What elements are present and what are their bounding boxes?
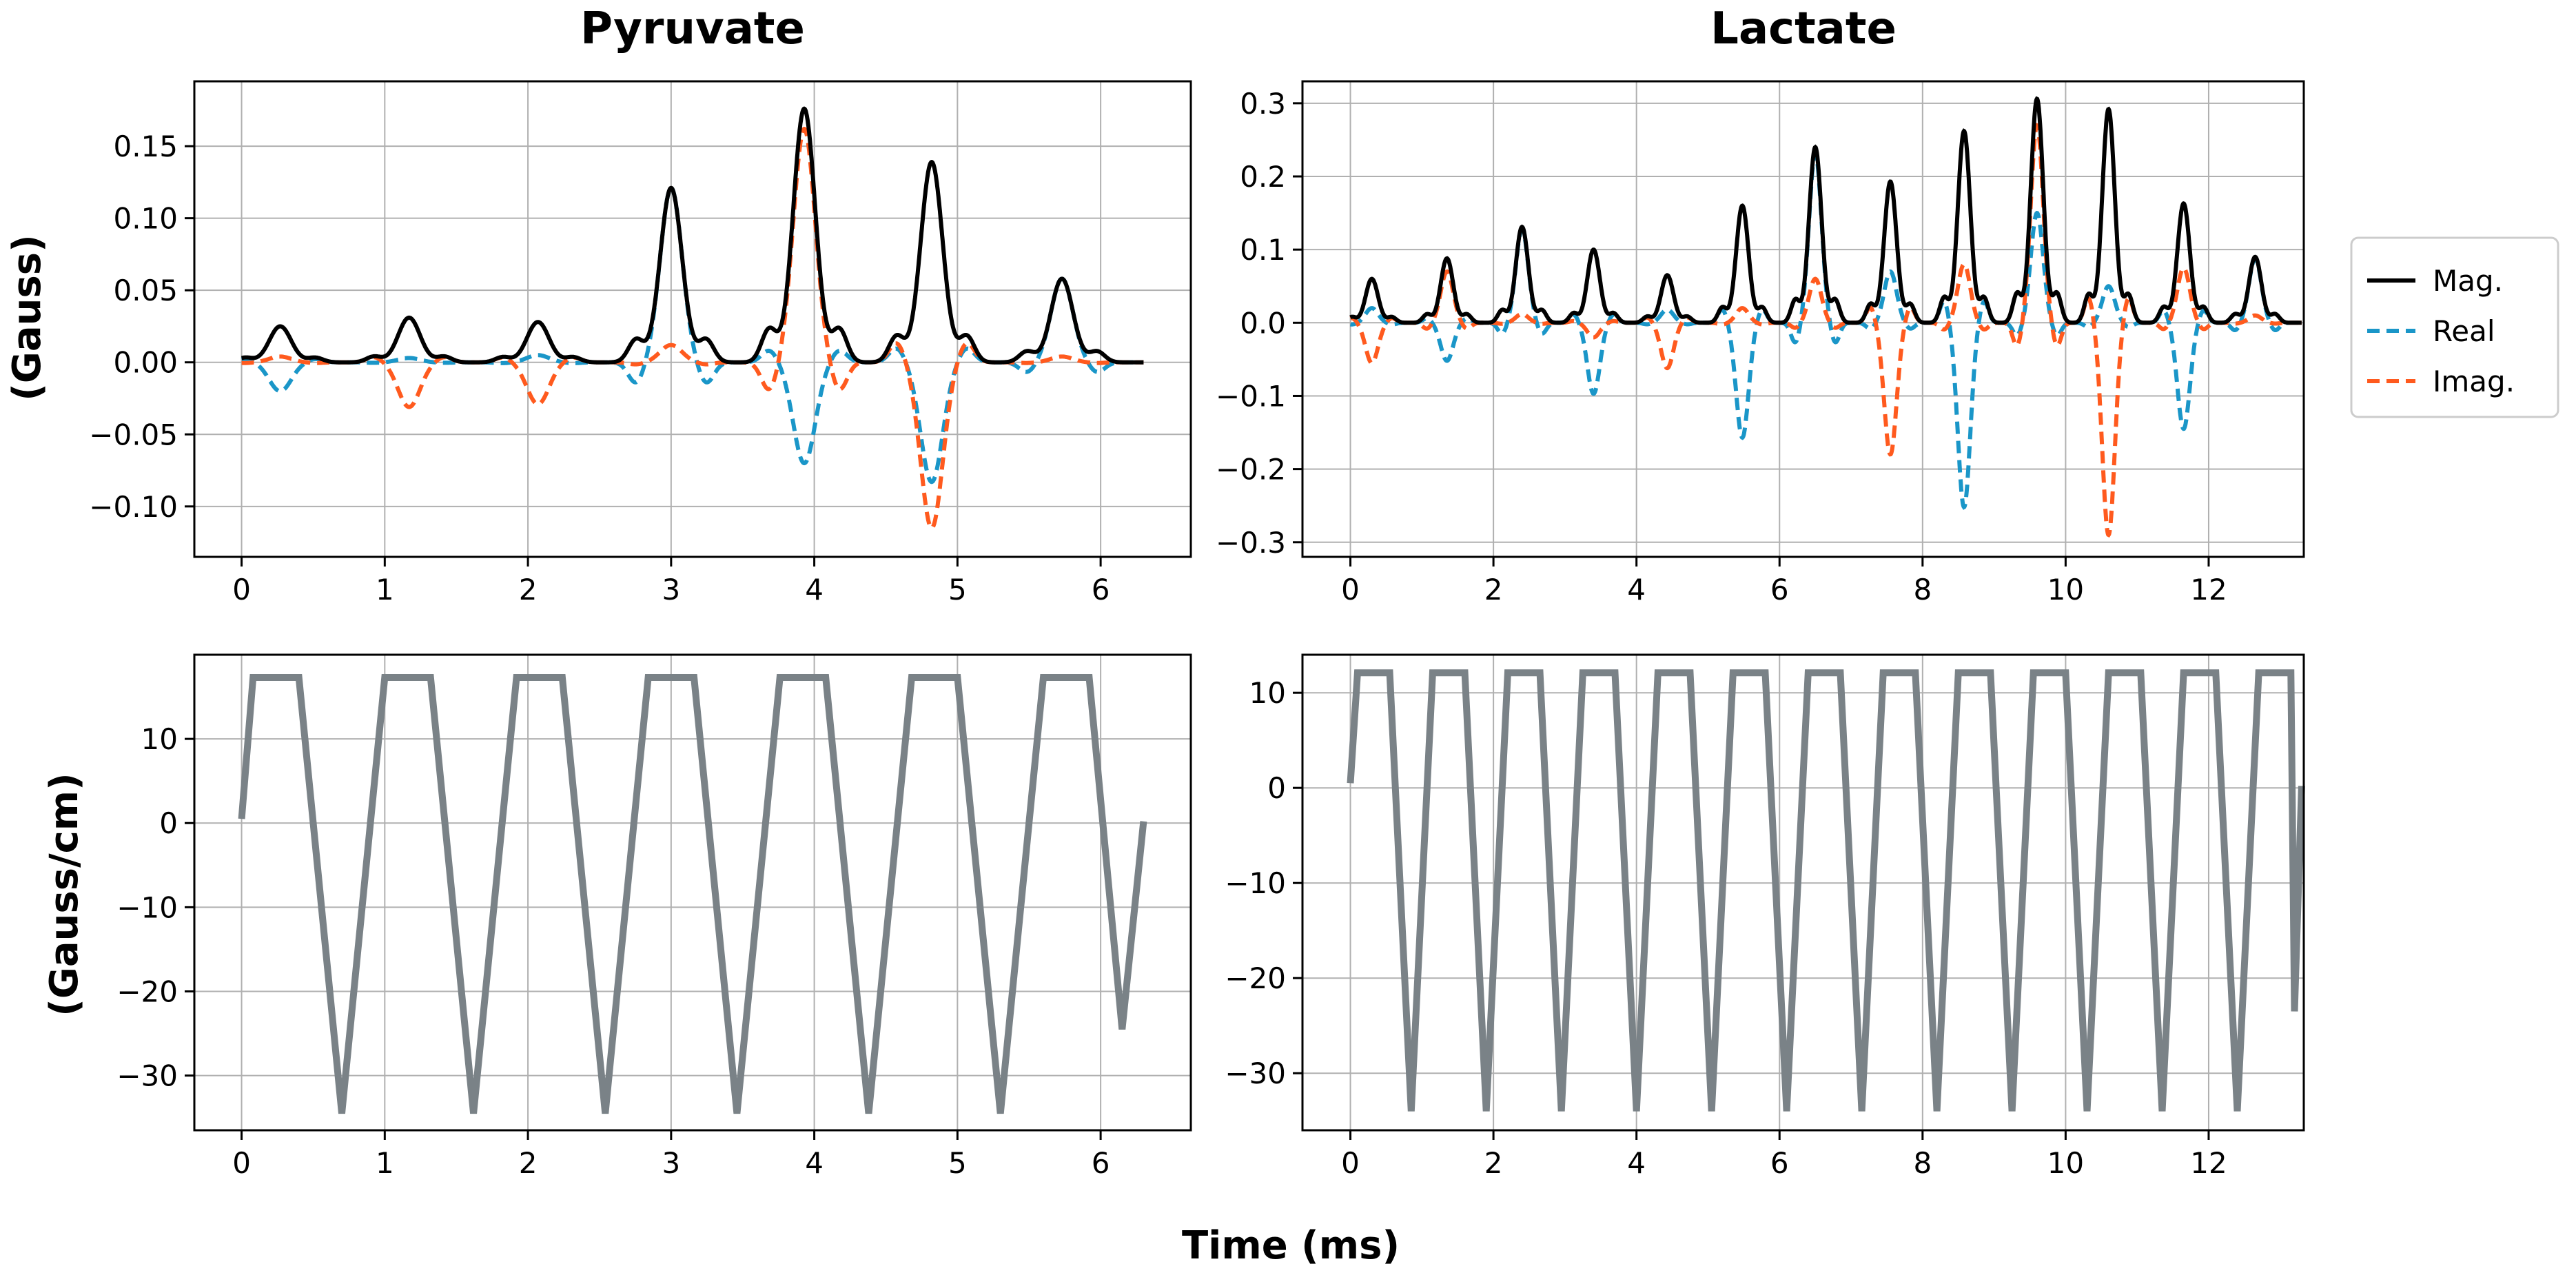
x-tick-label: 8 bbox=[1913, 1146, 1932, 1180]
x-tick-label: 3 bbox=[662, 1146, 680, 1180]
y-tick-label: 0.15 bbox=[113, 130, 178, 163]
x-tick-label: 2 bbox=[1484, 573, 1503, 606]
y-tick-label: −0.10 bbox=[89, 490, 178, 524]
y-tick-label: −30 bbox=[1225, 1057, 1286, 1090]
y-tick-label: 0.10 bbox=[113, 202, 178, 236]
legend: Mag. Real Imag. bbox=[2350, 236, 2559, 418]
panel-pyruvate-rf: 0 1 2 3 4 5 6 −0.10 −0.05 0.00 0.05 0.10 0.15 bbox=[89, 80, 1192, 606]
x-tick-label: 2 bbox=[519, 1146, 538, 1180]
x-tick-label: 6 bbox=[1770, 573, 1789, 606]
y-tick-label: 0.05 bbox=[113, 274, 178, 307]
y-tick-label: −0.1 bbox=[1216, 379, 1286, 413]
x-tick-label: 0 bbox=[1341, 1146, 1360, 1180]
gradient-waveform-line bbox=[238, 674, 1147, 1114]
x-tick-label: 8 bbox=[1913, 573, 1932, 606]
panel-lactate-rf: 0 2 4 6 8 10 12 −0.3 −0.2 −0.1 0.0 0.1 0.2 0.3 bbox=[1216, 80, 2305, 606]
y-tick-label: −30 bbox=[116, 1059, 178, 1093]
x-tick-label: 4 bbox=[1627, 573, 1646, 606]
y-tick-label: 0.3 bbox=[1240, 87, 1286, 121]
x-tick-label: 5 bbox=[948, 573, 967, 606]
series-mag-line bbox=[241, 106, 1144, 365]
y-tick-label: 0.00 bbox=[113, 346, 178, 380]
x-tick-label: 4 bbox=[1627, 1146, 1646, 1180]
series-mag-line bbox=[1349, 96, 2302, 325]
x-tick-label: 10 bbox=[2047, 1146, 2084, 1180]
x-tick-label: 0 bbox=[1341, 573, 1360, 606]
x-tick-label: 6 bbox=[1092, 573, 1110, 606]
chart-title-pyruvate: Pyruvate bbox=[580, 3, 805, 54]
y-tick-label: −20 bbox=[1225, 961, 1286, 995]
y-tick-label: 0.2 bbox=[1240, 160, 1286, 194]
y-tick-label: 0 bbox=[1267, 771, 1286, 805]
y-tick-label: −10 bbox=[116, 890, 178, 924]
axes-frame bbox=[1301, 80, 2305, 558]
y-tick-label: 10 bbox=[1249, 676, 1286, 710]
x-tick-label: 12 bbox=[2190, 1146, 2227, 1180]
panel-lactate-gradient: 0 2 4 6 8 10 12 −30 −20 −10 0 10 bbox=[1225, 653, 2305, 1180]
x-tick-label: 2 bbox=[519, 573, 538, 606]
y-tick-label: 0.1 bbox=[1240, 233, 1286, 267]
y-tick-label: 10 bbox=[141, 722, 178, 756]
y-tick-label: −0.2 bbox=[1216, 453, 1286, 487]
axes-frame bbox=[1301, 653, 2305, 1132]
gradient-waveform-line bbox=[1347, 669, 2305, 1112]
x-tick-label: 6 bbox=[1770, 1146, 1789, 1180]
x-tick-label: 12 bbox=[2190, 573, 2227, 606]
x-tick-label: 5 bbox=[948, 1146, 967, 1180]
x-tick-label: 0 bbox=[232, 1146, 251, 1180]
y-tick-label: −10 bbox=[1225, 866, 1286, 900]
legend-label-real: Real bbox=[2433, 314, 2495, 348]
y-tick-label: 0.0 bbox=[1240, 306, 1286, 340]
x-tick-label: 2 bbox=[1484, 1146, 1503, 1180]
y-axis-label-rf: (Gauss) bbox=[5, 234, 50, 400]
x-tick-label: 3 bbox=[662, 573, 680, 606]
axes-frame bbox=[193, 80, 1192, 558]
x-tick-label: 1 bbox=[376, 573, 394, 606]
y-tick-label: 0 bbox=[159, 806, 178, 840]
x-tick-label: 6 bbox=[1092, 1146, 1110, 1180]
x-axis-label: Time (ms) bbox=[1182, 1223, 1400, 1268]
legend-label-imag: Imag. bbox=[2433, 365, 2515, 398]
y-tick-label: −0.3 bbox=[1216, 526, 1286, 560]
panel-pyruvate-gradient: 0 1 2 3 4 5 6 −30 −20 −10 0 10 bbox=[116, 653, 1192, 1180]
x-tick-label: 10 bbox=[2047, 573, 2084, 606]
y-tick-label: −0.05 bbox=[89, 418, 178, 451]
y-tick-label: −20 bbox=[116, 975, 178, 1008]
x-tick-label: 4 bbox=[805, 573, 824, 606]
y-axis-label-gradient: (Gauss/cm) bbox=[42, 773, 87, 1016]
x-tick-label: 0 bbox=[232, 573, 251, 606]
x-tick-label: 1 bbox=[376, 1146, 394, 1180]
chart-title-lactate: Lactate bbox=[1710, 3, 1897, 54]
axes-frame bbox=[193, 653, 1192, 1132]
x-tick-label: 4 bbox=[805, 1146, 824, 1180]
legend-label-mag: Mag. bbox=[2433, 264, 2503, 298]
